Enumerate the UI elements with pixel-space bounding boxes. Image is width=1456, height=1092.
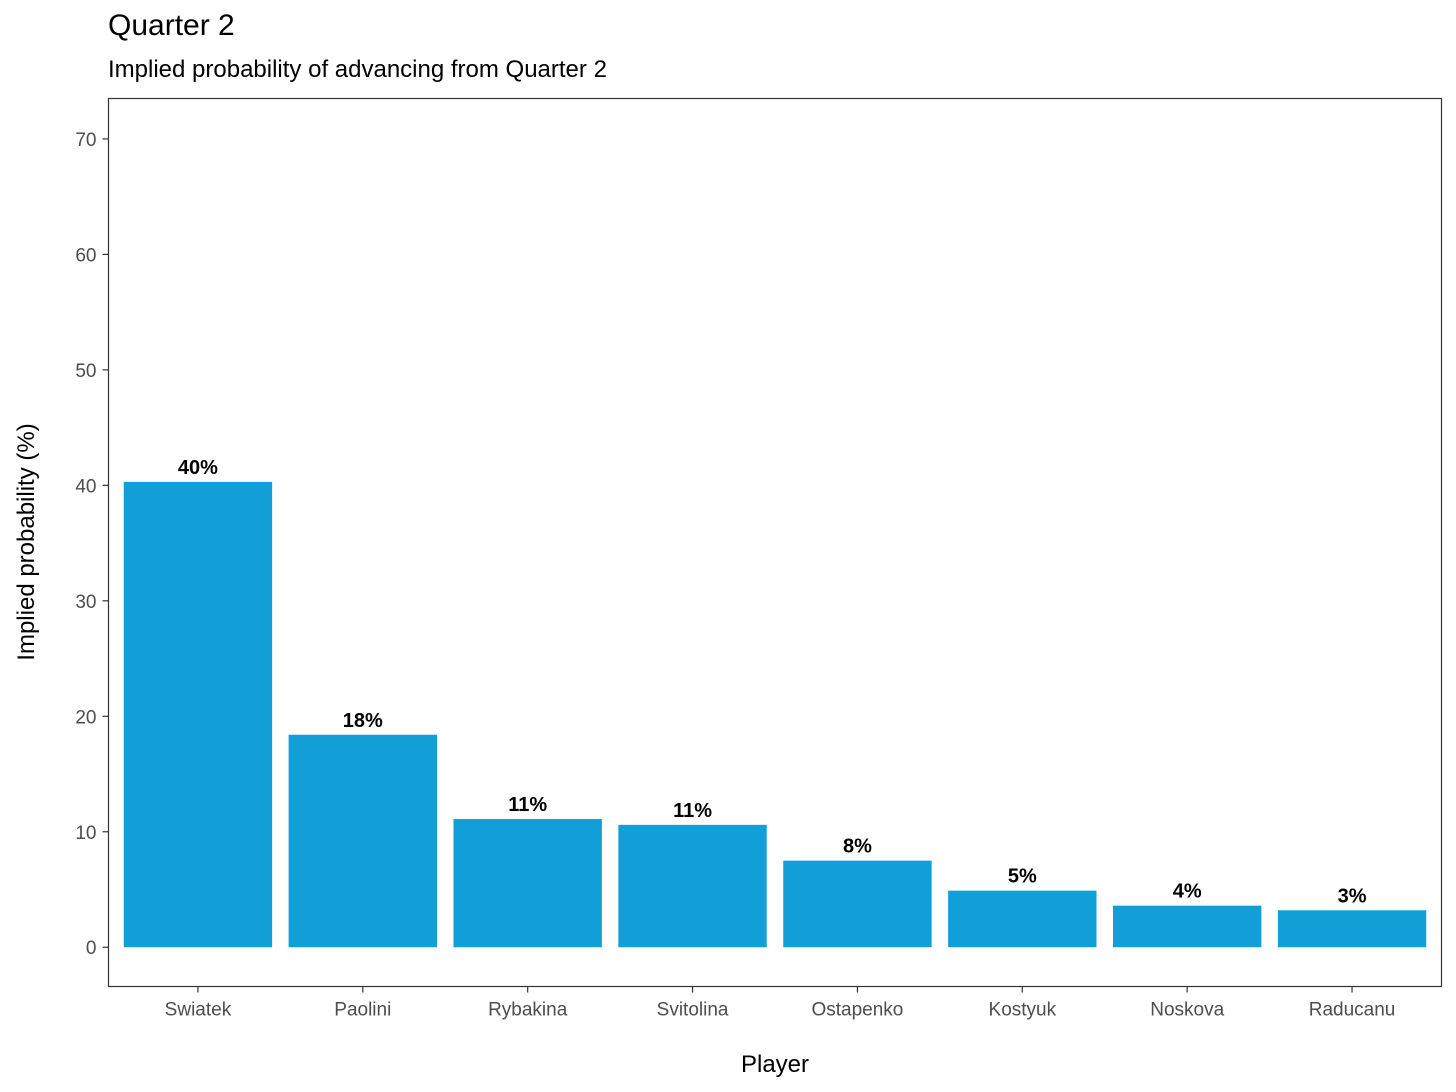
x-tick-label: Kostyuk [989,1000,1057,1021]
x-tick-label: Raducanu [1309,1000,1396,1021]
bar-ostapenko [783,860,932,948]
y-tick-label: 40 [75,476,96,497]
data-label-ostapenko: 8% [843,836,872,858]
plot-panel-border [107,97,1443,988]
bar-paolini [288,734,438,948]
y-tick-label: 30 [75,592,96,613]
y-tick-label: 70 [75,130,96,151]
x-tick-label: Noskova [1150,1000,1224,1021]
data-label-swiatek: 40% [178,457,218,479]
y-tick-label: 20 [75,707,96,728]
x-tick-label: Rybakina [488,1000,568,1021]
y-tick-label: 10 [75,823,96,844]
y-tick-label: 60 [75,245,96,266]
bar-noskova [1112,905,1262,948]
x-axis-title: Player [741,1051,809,1078]
bar-rybakina [453,819,602,948]
y-axis: 0 10 20 30 40 50 60 70 [75,130,109,959]
bar-raducanu [1277,910,1427,948]
bars-layer [123,481,1427,948]
y-tick-label: 0 [86,938,97,959]
x-tick-label: Ostapenko [811,1000,903,1021]
chart-subtitle: Implied probability of advancing from Qu… [108,56,607,83]
data-label-paolini: 18% [343,710,383,732]
bar-kostyuk [948,890,1097,948]
bar-swiatek [123,481,273,948]
data-label-svitolina: 11% [673,800,712,822]
data-label-rybakina: 11% [508,794,547,816]
x-axis: Swiatek Paolini Rybakina Svitolina Ostapenko… [165,986,1396,1021]
x-tick-label: Svitolina [657,1000,729,1021]
y-tick-label: 50 [75,361,96,382]
data-label-noskova: 4% [1173,881,1202,903]
y-axis-title: Implied probability (%) [13,423,40,660]
data-label-kostyuk: 5% [1008,866,1037,888]
bar-svitolina [618,824,767,948]
x-tick-label: Paolini [334,1000,391,1021]
data-label-raducanu: 3% [1338,885,1367,907]
chart-title: Quarter 2 [108,9,235,42]
data-labels-layer: 40% 18% 11% 11% 8% 5% 4% 3% [178,457,1367,907]
x-tick-label: Swiatek [165,1000,232,1021]
